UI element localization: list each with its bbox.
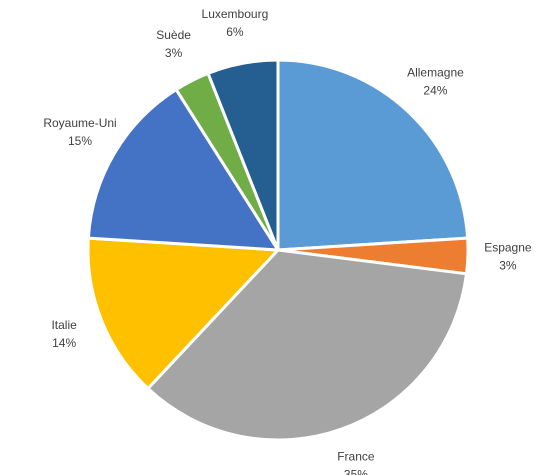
pie-slice	[86, 236, 280, 391]
slice-label: Allemagne	[407, 66, 464, 80]
slice-label: Suède	[156, 28, 191, 42]
pie-slice	[86, 88, 280, 252]
slice-label: Luxembourg	[202, 7, 269, 21]
slice-value-label: 3%	[499, 258, 517, 272]
slice-value-label: 35%	[344, 468, 368, 475]
pie-slice	[276, 58, 470, 252]
slice-value-label: 6%	[226, 25, 244, 39]
slice-label: Espagne	[484, 240, 532, 254]
slice-label: France	[337, 450, 375, 464]
slice-value-label: 15%	[68, 134, 92, 148]
slice-value-label: 3%	[165, 46, 183, 60]
slice-label: Italie	[51, 318, 77, 332]
slice-value-label: 24%	[423, 84, 447, 98]
slice-label: Royaume-Uni	[43, 116, 116, 130]
pie-slice	[206, 58, 280, 252]
slice-value-label: 14%	[52, 336, 76, 350]
pie-slice	[146, 248, 469, 442]
